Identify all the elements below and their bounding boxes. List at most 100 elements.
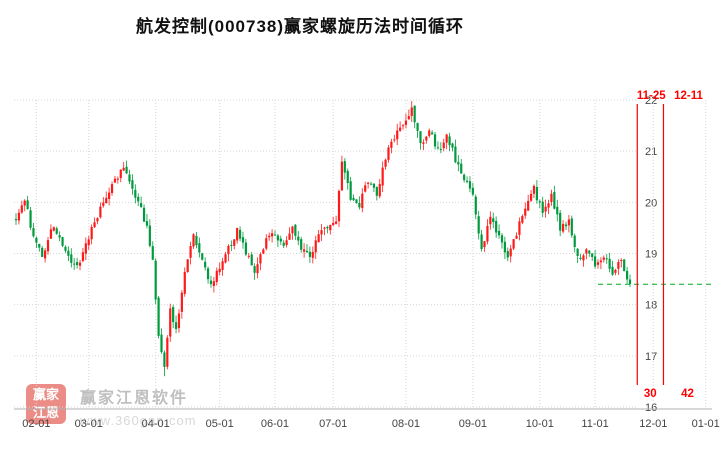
candle-body	[102, 202, 105, 206]
candle-body	[460, 163, 463, 174]
candle-body	[413, 105, 416, 123]
candle-body	[26, 200, 29, 210]
candle-body	[35, 237, 38, 243]
candle-body	[559, 212, 562, 231]
x-axis-label: 05-01	[206, 418, 234, 430]
logo-text-line1: 赢家	[32, 387, 59, 403]
candle-body	[90, 227, 93, 240]
candle-body	[399, 127, 402, 131]
time-cycle-count-label: 30	[644, 388, 657, 400]
candle-body	[166, 337, 169, 367]
candle-body	[361, 193, 364, 209]
candle-body	[131, 180, 134, 189]
candle-body	[169, 308, 172, 337]
candle-body	[140, 203, 143, 207]
candle-body	[564, 224, 568, 227]
candle-body	[428, 130, 431, 136]
candle-body	[265, 238, 268, 249]
candle-body	[433, 134, 437, 147]
candle-body	[381, 167, 384, 186]
candle-body	[297, 236, 300, 241]
candle-body	[367, 182, 370, 184]
candle-body	[250, 254, 253, 266]
candle-body	[73, 263, 76, 265]
candle-body	[396, 130, 399, 140]
candle-body	[343, 161, 346, 173]
x-axis-label: 03-01	[75, 418, 103, 430]
candle-body	[76, 262, 79, 266]
candle-body	[535, 186, 538, 201]
candle-body	[486, 225, 489, 242]
candle-body	[419, 131, 422, 144]
candle-body	[477, 216, 480, 234]
candle-body	[288, 233, 291, 240]
candle-body	[14, 218, 18, 221]
time-cycle-count-label: 42	[681, 388, 694, 400]
candle-body	[329, 224, 332, 231]
candle-body	[436, 147, 440, 149]
candle-body	[96, 218, 99, 222]
candle-body	[119, 169, 122, 179]
candle-body	[247, 255, 250, 257]
y-axis-label: 19	[645, 249, 657, 261]
candle-body	[602, 257, 605, 260]
candle-body	[588, 250, 591, 254]
candle-body	[431, 132, 434, 135]
candle-body	[195, 235, 198, 246]
candle-body	[541, 201, 544, 213]
candle-body	[585, 249, 588, 254]
candle-body	[23, 200, 26, 206]
candle-body	[454, 146, 457, 163]
candle-body	[561, 223, 565, 232]
candle-body	[323, 227, 326, 229]
candle-body	[620, 259, 623, 262]
candle-body	[611, 266, 614, 275]
brand-logo-icon: 赢家 江恩	[26, 384, 66, 424]
candle-body	[218, 268, 221, 273]
candle-body	[626, 270, 629, 280]
candle-body	[52, 227, 55, 231]
candle-body	[352, 197, 355, 201]
candle-body	[29, 210, 32, 228]
candle-body	[137, 196, 140, 202]
candle-body	[20, 205, 23, 213]
candle-body	[407, 116, 410, 120]
candle-body	[529, 193, 533, 201]
candle-body	[608, 258, 611, 269]
x-axis-label: 09-01	[459, 418, 487, 430]
candle-body	[605, 258, 608, 260]
candle-body	[241, 237, 245, 243]
candle-body	[209, 280, 213, 285]
candle-body	[573, 235, 576, 248]
candle-body	[116, 178, 119, 180]
watermark-text: 赢家江恩软件 www.360gnn.com	[80, 384, 197, 428]
candle-body	[268, 235, 271, 238]
candle-body	[547, 203, 550, 208]
candle-body	[532, 185, 536, 194]
candle-body	[285, 240, 288, 245]
candle-body	[256, 264, 259, 274]
candle-body	[378, 184, 381, 197]
candle-body	[238, 229, 242, 239]
x-axis-label: 02-01	[22, 418, 50, 430]
candle-body	[465, 180, 469, 182]
candle-body	[317, 234, 320, 243]
candle-body	[512, 239, 515, 249]
candle-body	[122, 167, 125, 171]
grid: 16 17 18 19 20 21 22 02-01 03-01 04-01 05-01 06-01 0…	[14, 95, 720, 430]
x-axis-label: 04-01	[142, 418, 170, 430]
candle-body	[404, 120, 408, 125]
candle-body	[305, 250, 309, 253]
candle-body	[599, 260, 603, 263]
candle-body	[294, 224, 297, 236]
candle-body	[506, 251, 509, 258]
candle-body	[346, 170, 349, 183]
watermark: 赢家 江恩 赢家江恩软件 www.360gnn.com	[26, 384, 197, 428]
candle-body	[340, 161, 344, 191]
candle-body	[332, 222, 335, 226]
watermark-brand: 赢家江恩软件	[80, 390, 189, 407]
candle-body	[224, 254, 227, 263]
candle-body	[253, 266, 256, 273]
candle-body	[32, 228, 35, 237]
